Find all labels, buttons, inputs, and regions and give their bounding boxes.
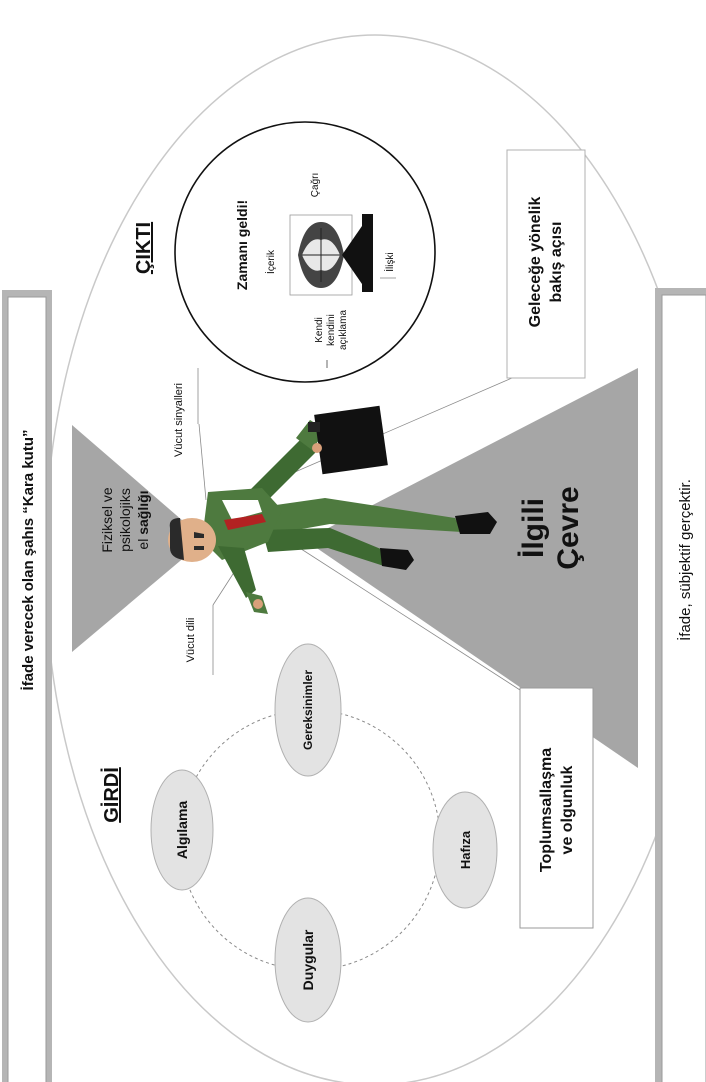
toplum-line-1: Toplumsallaşma [538,748,555,872]
gelecege-box [506,149,586,379]
iliski-label: İlişki [383,252,396,271]
vucut-sinyalleri-label: Vücut sinyalleri [173,383,185,457]
vucut-dili-label: Vücut dili [185,618,197,663]
gelecege-line-2: bakış açısı [548,222,565,303]
bubble-algilama: Algılama [150,769,214,891]
bubble-hafiza: Hafıza [432,791,498,909]
gelecege-line-1: Geleceğe yönelik [527,197,544,328]
bubble-duygular: Duygular [274,897,342,1023]
girdi-heading: GİRDİ [100,767,123,823]
fiziksel-line-1: Fiziksel ve [99,487,115,553]
fiziksel-line-2: psikolojiks [117,488,133,552]
cagri-label: Çağrı [310,173,321,197]
fiziksel-line-3-plain: el [135,535,151,550]
bubble-duygular-label: Duygular [300,929,316,990]
banner-left-text: İfade verecek olan şahıs “Kara kutu” [20,430,37,691]
bubble-hafiza-label: Hafıza [458,830,473,869]
toplum-box [519,687,594,929]
fiziksel-line-3: el sağlığı [135,490,151,549]
bubble-gereksinimler-label: Gereksinimler [301,670,315,750]
bubble-gereksinimler: Gereksinimler [274,643,342,777]
ilgili-cevre-line-1: İlgili [517,498,550,558]
icerik-label: İçerik [264,249,277,274]
kendi-line-2: kendini [326,314,337,346]
bubble-algilama-label: Algılama [174,801,190,860]
cikti-heading: ÇIKTI [133,222,155,274]
banner-right-text: İfade, sübjektif gerçektir. [676,479,694,641]
kendi-line-1: Kendi [314,317,325,343]
toplum-line-2: ve olgunluk [559,765,576,854]
triangle-environment [305,368,638,768]
zamani-geldi-text: Zamanı geldi! [234,200,250,290]
banner-right: İfade, sübjektif gerçektir. [655,288,706,1082]
businessman-figure [168,405,497,614]
connector-lines [197,368,521,691]
fiziksel-line-3-bold: sağlığı [135,490,151,534]
kendi-line-3: açıklama [338,310,349,350]
triangle-health [72,425,205,652]
ilgili-cevre-line-2: Çevre [552,486,585,569]
briefcase-icon [314,405,388,475]
banner-left: İfade verecek olan şahıs “Kara kutu” [2,290,52,1082]
mouth-icon [289,214,353,296]
speaker-icon [342,214,373,292]
